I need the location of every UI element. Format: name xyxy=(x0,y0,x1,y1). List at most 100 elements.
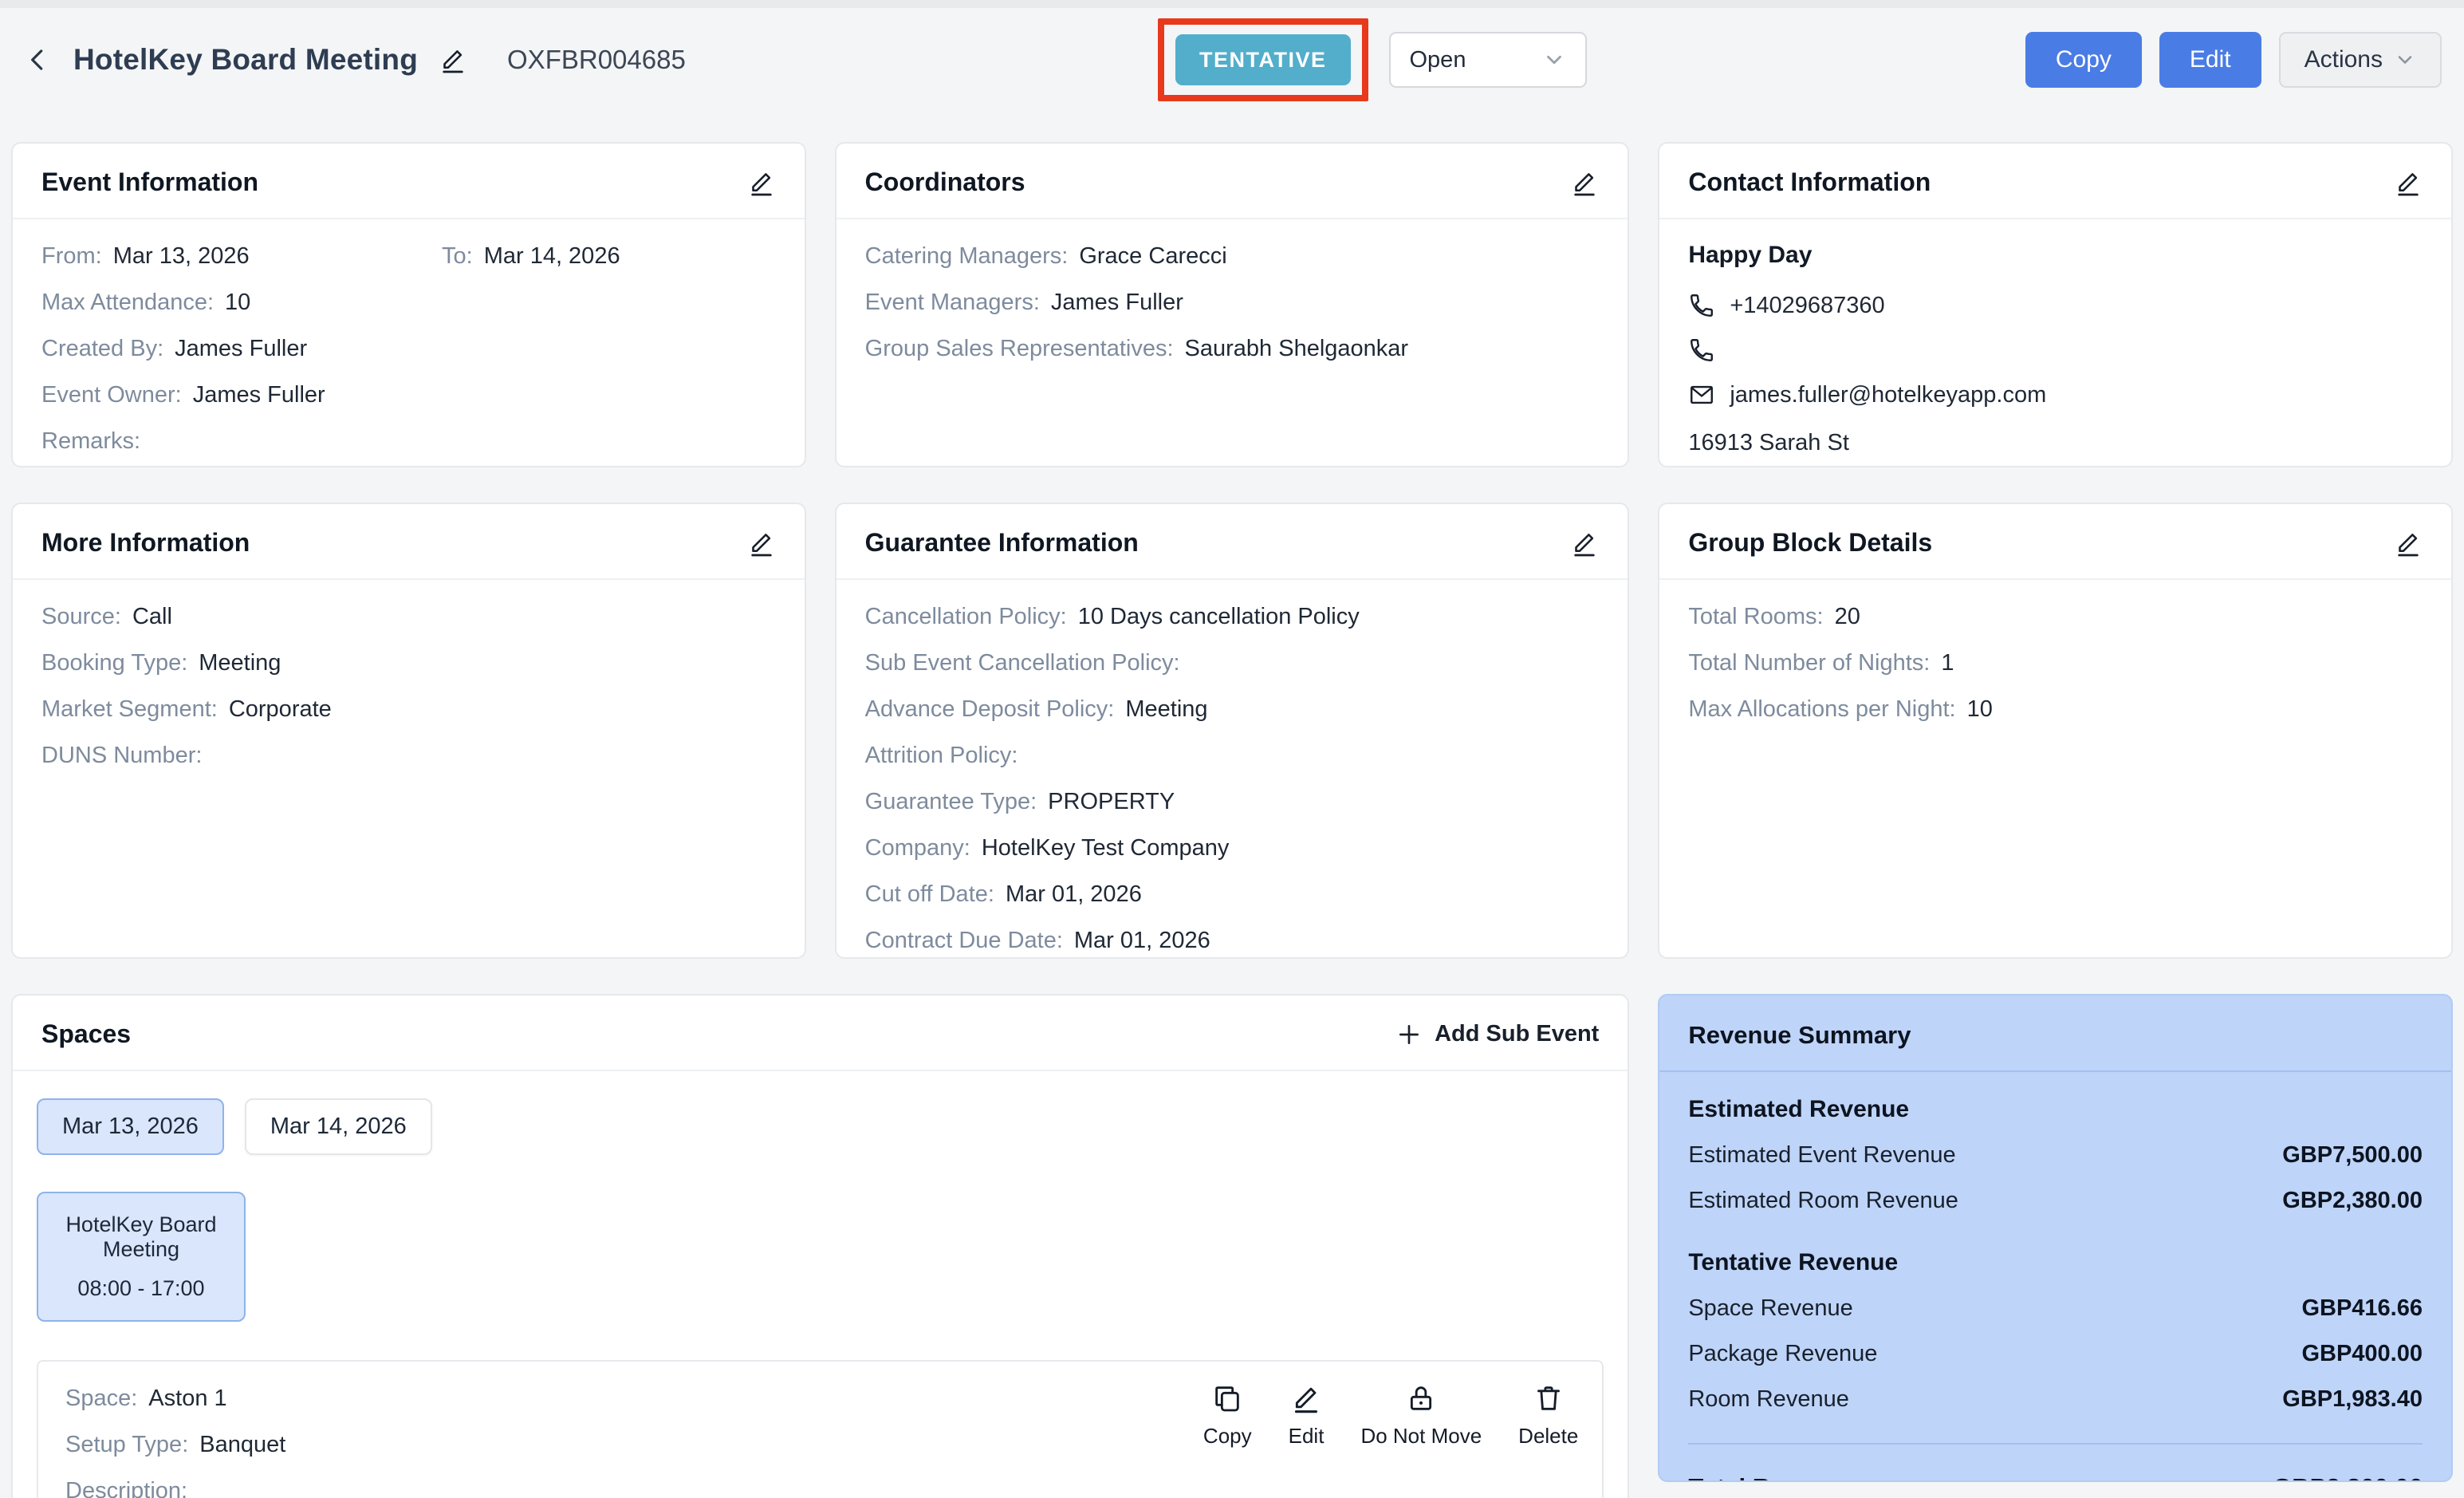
chevron-down-icon xyxy=(1542,48,1566,72)
phone-icon xyxy=(1688,337,1715,364)
actions-button[interactable]: Actions xyxy=(2278,32,2442,88)
card-title: More Information xyxy=(41,528,250,557)
space-delete-button[interactable]: Delete xyxy=(1518,1382,1578,1449)
edit-pencil-icon[interactable] xyxy=(2394,168,2423,197)
card-title: Spaces xyxy=(41,1019,132,1048)
copy-button[interactable]: Copy xyxy=(2025,32,2142,88)
total-revenue-value: GBP2,800.06 xyxy=(2273,1473,2423,1480)
field-value: Grace Carecci xyxy=(1079,243,1227,269)
field-label: Source: xyxy=(41,604,121,629)
contact-name: Happy Day xyxy=(1688,242,1813,268)
revenue-row-value: GBP416.66 xyxy=(2301,1295,2423,1321)
page-title: HotelKey Board Meeting xyxy=(73,43,419,76)
coordinators-card: Coordinators Catering Managers: Grace Car… xyxy=(834,142,1630,467)
contact-address-line1: 16913 Sarah St xyxy=(1688,430,1849,455)
field-label: Contract Due Date: xyxy=(864,928,1063,953)
revenue-row-label: Estimated Event Revenue xyxy=(1688,1142,1956,1168)
action-label: Copy xyxy=(1202,1424,1252,1448)
field-label: Company: xyxy=(864,835,970,861)
field-value: Mar 13, 2026 xyxy=(112,243,250,269)
plus-icon xyxy=(1396,1022,1422,1047)
field-label: Group Sales Representatives: xyxy=(864,336,1174,361)
field-label: Sub Event Cancellation Policy: xyxy=(864,650,1180,676)
edit-pencil-icon[interactable] xyxy=(747,529,776,558)
field-label: Booking Type: xyxy=(41,650,188,676)
sub-event-time: 08:00 - 17:00 xyxy=(77,1276,205,1300)
back-icon[interactable] xyxy=(22,45,53,75)
field-value: Saurabh Shelgaonkar xyxy=(1184,336,1409,361)
lock-icon xyxy=(1405,1382,1437,1414)
estimated-revenue-section: Estimated Revenue Estimated Event Revenu… xyxy=(1688,1096,2423,1214)
space-copy-button[interactable]: Copy xyxy=(1203,1382,1252,1449)
space-detail-panel: Copy Edit Do Not Move Delete Sp xyxy=(37,1360,1604,1498)
trash-icon xyxy=(1533,1382,1565,1414)
field-label: Advance Deposit Policy: xyxy=(864,696,1115,722)
annotation-highlight-box: TENTATIVE xyxy=(1158,18,1368,101)
revenue-row-label: Space Revenue xyxy=(1688,1295,1853,1321)
field-label: Market Segment: xyxy=(41,696,218,722)
date-tab-active[interactable]: Mar 13, 2026 xyxy=(37,1098,224,1155)
field-value: Mar 01, 2026 xyxy=(1073,928,1210,953)
revenue-row-label: Package Revenue xyxy=(1688,1341,1878,1366)
edit-button[interactable]: Edit xyxy=(2159,32,2261,88)
date-tab[interactable]: Mar 14, 2026 xyxy=(244,1098,432,1155)
field-label: Total Rooms: xyxy=(1688,604,1824,629)
edit-pencil-icon[interactable] xyxy=(1570,168,1599,197)
field-label: Event Managers: xyxy=(864,290,1040,315)
event-reference: OXFBR004685 xyxy=(507,45,686,74)
add-sub-event-button[interactable]: Add Sub Event xyxy=(1396,1021,1599,1047)
sub-event-chip[interactable]: HotelKey Board Meeting 08:00 - 17:00 xyxy=(37,1192,246,1322)
field-label: Cut off Date: xyxy=(864,881,994,907)
contact-email: james.fuller@hotelkeyapp.com xyxy=(1730,381,2047,408)
page-header: HotelKey Board Meeting OXFBR004685 TENTA… xyxy=(0,8,2464,112)
field-label: Remarks: xyxy=(41,428,141,454)
field-value: 10 Days cancellation Policy xyxy=(1077,604,1360,629)
field-value: Banquet xyxy=(199,1432,286,1457)
date-tabs: Mar 13, 2026 Mar 14, 2026 xyxy=(37,1098,1607,1155)
status-select-value: Open xyxy=(1409,46,1466,73)
edit-pencil-icon[interactable] xyxy=(2394,529,2423,558)
email-icon xyxy=(1688,381,1715,408)
edit-pencil-icon[interactable] xyxy=(1570,529,1599,558)
field-value: Meeting xyxy=(1125,696,1208,722)
card-title: Guarantee Information xyxy=(864,528,1139,557)
add-sub-event-label: Add Sub Event xyxy=(1435,1021,1600,1047)
field-value: 1 xyxy=(1941,650,1954,676)
space-edit-button[interactable]: Edit xyxy=(1289,1382,1324,1449)
event-information-card: Event Information From: Mar 13, 2026 To: M… xyxy=(11,142,806,467)
field-value: 10 xyxy=(225,290,251,315)
field-value: James Fuller xyxy=(192,382,325,408)
field-label: Setup Type: xyxy=(65,1432,189,1457)
field-label: Max Attendance: xyxy=(41,290,215,315)
more-information-card: More Information Source: Call Booking Typ… xyxy=(11,503,806,959)
field-value: 20 xyxy=(1834,604,1860,629)
chevron-down-icon xyxy=(2394,49,2416,71)
total-revenue-label: Total Revenue xyxy=(1688,1473,1856,1480)
action-label: Do Not Move xyxy=(1360,1424,1482,1448)
field-value: Mar 14, 2026 xyxy=(483,243,620,269)
revenue-row-label: Room Revenue xyxy=(1688,1386,1849,1412)
title-edit-icon[interactable] xyxy=(439,45,467,74)
section-heading: Estimated Revenue xyxy=(1688,1096,1910,1122)
guarantee-information-card: Guarantee Information Cancellation Polic… xyxy=(834,503,1630,959)
field-value: Call xyxy=(132,604,172,629)
status-select[interactable]: Open xyxy=(1388,32,1587,88)
revenue-row-value: GBP7,500.00 xyxy=(2282,1142,2423,1168)
field-value: James Fuller xyxy=(1050,290,1183,315)
card-title: Event Information xyxy=(41,168,259,196)
field-value: James Fuller xyxy=(175,336,308,361)
phone-icon xyxy=(1688,292,1715,319)
space-actions: Copy Edit Do Not Move Delete xyxy=(1203,1382,1578,1449)
revenue-row-value: GBP1,983.40 xyxy=(2282,1386,2423,1412)
edit-pencil-icon[interactable] xyxy=(747,168,776,197)
action-label: Edit xyxy=(1288,1424,1324,1448)
field-label: Cancellation Policy: xyxy=(864,604,1067,629)
field-label: Guarantee Type: xyxy=(864,789,1037,814)
edit-pencil-icon xyxy=(1290,1382,1322,1414)
window-top-strip xyxy=(0,0,2464,8)
field-label: Event Owner: xyxy=(41,382,182,408)
space-do-not-move-button[interactable]: Do Not Move xyxy=(1360,1382,1482,1449)
total-revenue-row: Total Revenue GBP2,800.06 xyxy=(1688,1443,2423,1480)
field-label: From: xyxy=(41,243,102,269)
sub-event-title: HotelKey Board Meeting xyxy=(65,1212,217,1261)
